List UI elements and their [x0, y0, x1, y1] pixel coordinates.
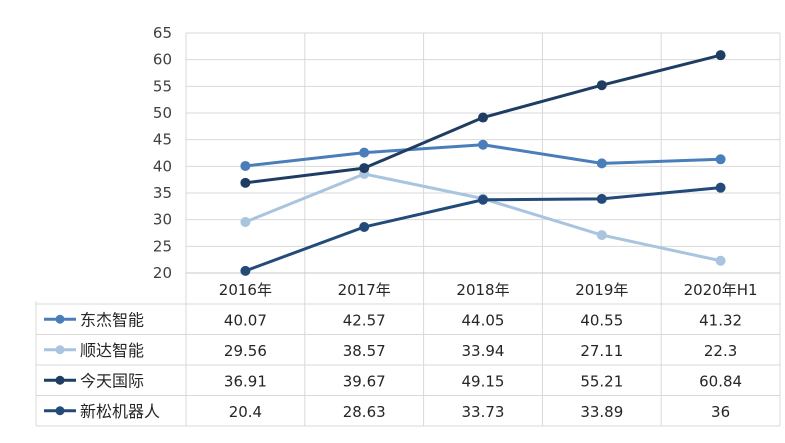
- table-value-cell: 40.55: [580, 311, 623, 329]
- y-tick-label: 45: [153, 131, 172, 149]
- series-name-label: 今天国际: [80, 371, 144, 390]
- data-point-marker: [596, 80, 607, 91]
- series-line: [243, 172, 723, 263]
- y-tick-label: 20: [153, 264, 172, 282]
- y-tick-label: 40: [153, 157, 172, 175]
- y-tick-label: 35: [153, 184, 172, 202]
- y-axis-tick-labels: 20 25 30 35 40 45 50 55 60 65: [153, 24, 172, 282]
- y-tick-label: 60: [153, 51, 172, 69]
- table-value-cell: 36: [711, 403, 730, 421]
- data-point-marker: [359, 221, 370, 232]
- y-tick-label: 25: [153, 237, 172, 255]
- table-value-cell: 38.57: [343, 342, 386, 360]
- legend-key-marker: [55, 345, 65, 355]
- y-tick-label: 55: [153, 77, 172, 95]
- data-point-marker: [715, 154, 726, 165]
- y-tick-label: 50: [153, 104, 172, 122]
- legend-key-marker: [55, 406, 65, 416]
- series-name-label: 新松机器人: [80, 402, 160, 421]
- data-point-marker: [240, 217, 251, 228]
- data-point-marker: [478, 112, 488, 123]
- legend-key-marker: [55, 375, 65, 385]
- table-value-cell: 42.57: [343, 311, 386, 329]
- table-value-cell: 27.11: [580, 342, 623, 360]
- series-lines: [240, 50, 726, 276]
- data-point-marker: [596, 230, 607, 241]
- x-category-label: 2020年H1: [684, 281, 758, 299]
- table-value-cell: 60.84: [699, 372, 742, 390]
- table-value-cell: 44.05: [462, 311, 505, 329]
- x-category-label: 2018年: [456, 281, 509, 299]
- table-value-cell: 33.89: [580, 403, 623, 421]
- y-tick-label: 30: [153, 211, 172, 229]
- table-value-cell: 33.73: [462, 403, 505, 421]
- series-name-label: 顺达智能: [80, 341, 144, 360]
- x-category-label: 2017年: [338, 281, 391, 299]
- table-value-cell: 40.07: [224, 311, 267, 329]
- data-point-marker: [715, 50, 726, 61]
- table-value-cell: 22.3: [704, 342, 737, 360]
- data-point-marker: [596, 158, 607, 169]
- x-category-label: 2019年: [575, 281, 628, 299]
- x-category-label: 2016年: [219, 281, 272, 299]
- gridlines: [186, 32, 780, 247]
- data-point-marker: [359, 147, 370, 158]
- table-value-cell: 41.32: [699, 311, 742, 329]
- data-point-marker: [359, 163, 370, 174]
- table-value-cell: 29.56: [224, 342, 267, 360]
- data-point-marker: [478, 194, 488, 205]
- data-point-marker: [240, 265, 251, 276]
- data-table: 2016年 2017年 2018年 2019年 2020年H1 东杰智能 40.07 42.5…: [35, 33, 781, 427]
- table-value-cell: 20.4: [229, 403, 262, 421]
- data-point-marker: [715, 182, 726, 193]
- data-point-marker: [240, 177, 251, 188]
- table-value-cell: 28.63: [343, 403, 386, 421]
- data-point-marker: [478, 139, 488, 150]
- y-tick-label: 65: [153, 24, 172, 42]
- table-value-cell: 49.15: [462, 372, 505, 390]
- table-value-cell: 33.94: [462, 342, 505, 360]
- data-point-marker: [240, 160, 251, 171]
- table-value-cell: 55.21: [580, 372, 623, 390]
- series-name-label: 东杰智能: [80, 310, 144, 329]
- legend-key-marker: [55, 314, 65, 324]
- data-point-marker: [715, 255, 726, 266]
- table-value-cell: 39.67: [343, 372, 386, 390]
- data-point-marker: [596, 193, 607, 204]
- table-value-cell: 36.91: [224, 372, 267, 390]
